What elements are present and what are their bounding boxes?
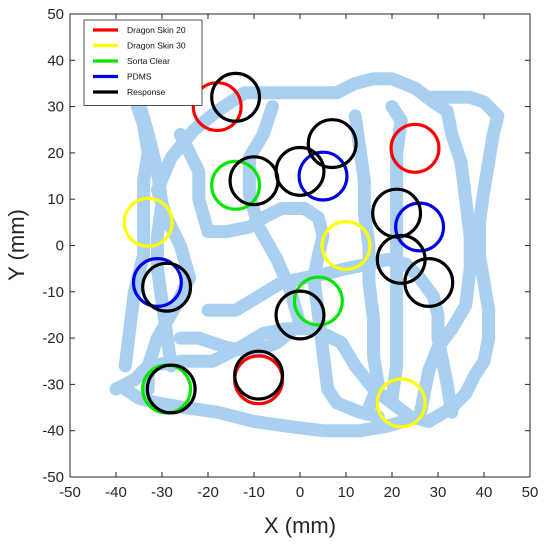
point-pdms-0 [297,150,349,202]
point-dragon-skin-20-1 [389,122,441,174]
trace-path-3 [118,90,155,373]
y-tick-label: 10 [47,191,64,208]
point-response-10 [233,349,285,401]
point-response-6 [403,257,455,309]
trace-layer [109,72,505,438]
y-tick-label: 0 [56,238,64,255]
x-tick-label: -40 [105,484,127,501]
x-tick-label: 50 [522,484,539,501]
trace-path-1 [173,127,385,424]
point-sorta-clear-1 [292,275,344,327]
y-tick-label: -50 [42,469,64,486]
y-tick-label: 30 [47,99,64,116]
x-tick-label: 40 [476,484,493,501]
point-pdms-2 [131,257,183,309]
y-tick-label: 50 [47,6,64,23]
point-dragon-skin-30-0 [122,196,174,248]
y-tick-label: -10 [42,284,64,301]
point-response-1 [306,118,358,170]
legend-label: Dragon Skin 30 [127,41,186,51]
x-tick-label: 20 [384,484,401,501]
point-dragon-skin-20-2 [233,354,285,406]
x-tick-label: 0 [296,484,304,501]
x-axis-title: X (mm) [264,513,336,538]
legend-label: Sorta Clear [127,56,170,66]
legend-label: Dragon Skin 20 [127,25,186,35]
point-sorta-clear-0 [210,159,262,211]
trace-path-8 [201,252,459,419]
y-tick-label: -20 [42,330,64,347]
point-response-9 [145,363,197,415]
trace-path-7 [109,90,505,428]
legend-label: Response [127,87,166,97]
x-tick-label: -20 [197,484,219,501]
point-dragon-skin-30-2 [375,377,427,429]
legend-label: PDMS [127,72,152,82]
x-tick-label: -10 [243,484,265,501]
point-dragon-skin-30-1 [320,220,372,272]
point-response-8 [274,289,326,341]
y-tick-label: -40 [42,423,64,440]
point-response-7 [141,261,193,313]
y-tick-label: 40 [47,52,64,69]
legend: Dragon Skin 20 Dragon Skin 30 Sorta Clear P… [83,19,203,106]
x-tick-label: 10 [338,484,355,501]
y-tick-label: -30 [42,376,64,393]
tick-layer: -50 -40 -30 -20 -10 0 10 20 30 40 50 -50 -40 -30 -20 -1… [42,6,538,501]
y-tick-label: 20 [47,145,64,162]
x-tick-label: 30 [430,484,447,501]
x-tick-label: -50 [59,484,81,501]
circle-layer [122,71,455,429]
point-response-3 [228,155,280,207]
x-tick-label: -30 [151,484,173,501]
y-axis-title: Y (mm) [4,209,29,281]
trace-path-4 [385,100,408,405]
point-response-0 [210,71,262,123]
